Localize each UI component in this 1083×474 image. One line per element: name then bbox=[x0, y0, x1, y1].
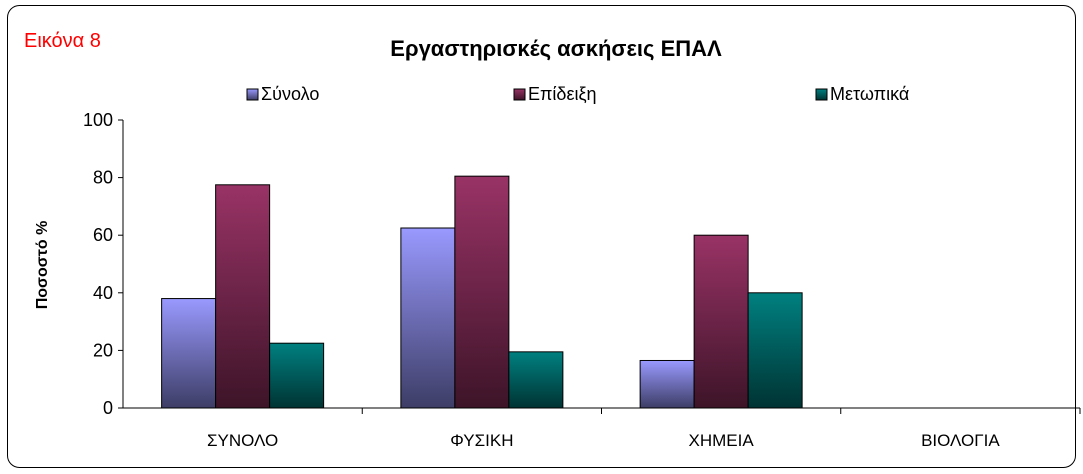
legend-label: Μετωπικά bbox=[830, 84, 909, 104]
bar-Μετωπικά-ΣΥΝΟΛΟ bbox=[269, 342, 325, 409]
y-axis-label: Ποσοστό % bbox=[34, 221, 51, 310]
y-tick-label: 60 bbox=[93, 225, 113, 245]
chart-title: Εργαστηρισκές ασκήσεις ΕΠΑΛ bbox=[390, 36, 722, 61]
y-tick-label: 0 bbox=[103, 398, 113, 418]
x-tick-label: ΒΙΟΛΟΓΙΑ bbox=[921, 431, 1000, 450]
bar-Σύνολο-ΣΥΝΟΛΟ bbox=[161, 298, 217, 409]
legend-swatch bbox=[246, 88, 259, 101]
legend-label: Επίδειξη bbox=[528, 84, 597, 104]
x-tick-label: ΧΗΜΕΙΑ bbox=[689, 431, 755, 450]
y-tick-label: 100 bbox=[83, 110, 113, 130]
legend-swatch bbox=[513, 88, 526, 101]
bar-Επίδειξη-ΧΗΜΕΙΑ bbox=[693, 234, 749, 409]
x-tick-label: ΦΥΣΙΚΗ bbox=[450, 431, 513, 450]
y-tick-label: 40 bbox=[93, 283, 113, 303]
legend-label: Σύνολο bbox=[261, 84, 319, 104]
bar-Μετωπικά-ΧΗΜΕΙΑ bbox=[747, 292, 803, 409]
bar-Σύνολο-ΦΥΣΙΚΗ bbox=[400, 227, 456, 409]
figure-label: Εικόνα 8 bbox=[24, 30, 101, 52]
legend-swatch bbox=[815, 88, 828, 101]
legend: Σύνολο Επίδειξη Μετωπικά bbox=[246, 84, 909, 104]
bar-Επίδειξη-ΦΥΣΙΚΗ bbox=[454, 175, 510, 409]
x-tick-label: ΣΥΝΟΛΟ bbox=[207, 431, 278, 450]
y-tick-label: 20 bbox=[93, 340, 113, 360]
plot-area: 0 20 40 60 80 100 ΣΥΝΟΛΟ ΦΥΣΙΚΗ ΧΗΜΕΙΑ ΒΙΟΛΟΓΙΑ bbox=[83, 110, 1081, 450]
bar-Σύνολο-ΧΗΜΕΙΑ bbox=[639, 359, 695, 409]
bar-Μετωπικά-ΦΥΣΙΚΗ bbox=[508, 351, 564, 409]
y-tick-label: 80 bbox=[93, 168, 113, 188]
bar-Επίδειξη-ΣΥΝΟΛΟ bbox=[215, 184, 271, 409]
